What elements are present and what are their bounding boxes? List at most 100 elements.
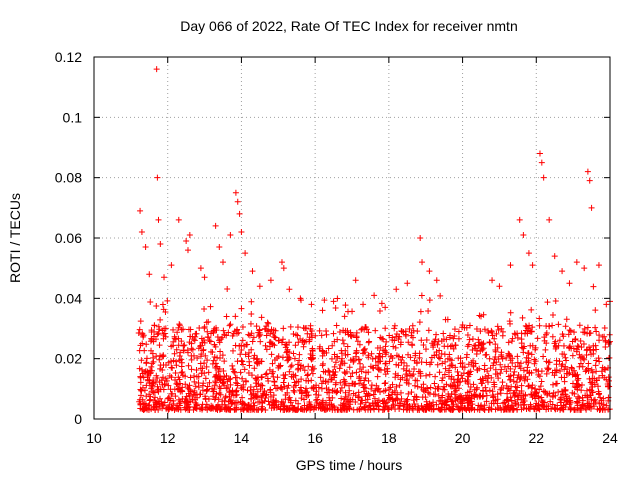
data-point (470, 357, 477, 364)
data-point (570, 345, 577, 352)
data-point (245, 331, 252, 338)
data-point (479, 341, 486, 348)
data-point (419, 259, 426, 266)
data-point (584, 168, 591, 175)
data-point (412, 377, 419, 384)
data-point (309, 347, 316, 354)
data-point (198, 404, 205, 411)
data-point (559, 361, 566, 368)
data-point (349, 370, 356, 377)
data-point (573, 259, 580, 266)
data-point (566, 280, 573, 287)
data-point (269, 360, 276, 367)
data-point (412, 352, 419, 359)
data-point (379, 406, 386, 413)
data-point (543, 370, 550, 377)
data-point (158, 377, 165, 384)
data-point (471, 392, 478, 399)
data-point (488, 327, 495, 334)
data-point (274, 354, 281, 361)
data-point (591, 381, 598, 388)
data-point (523, 327, 530, 334)
data-point (238, 305, 245, 312)
data-point (336, 365, 343, 372)
data-point (153, 303, 160, 310)
data-point (369, 355, 376, 362)
data-point (332, 359, 339, 366)
data-point (532, 358, 539, 365)
data-point (371, 387, 378, 394)
data-point (417, 308, 424, 315)
data-point (156, 395, 163, 402)
data-point (557, 399, 564, 406)
data-point (292, 406, 299, 413)
data-point (563, 397, 570, 404)
data-point (382, 304, 389, 311)
data-point (346, 404, 353, 411)
y-tick-label: 0.06 (55, 230, 82, 246)
data-point (389, 334, 396, 341)
data-point (202, 375, 209, 382)
data-point (317, 374, 324, 381)
data-point (595, 388, 602, 395)
data-point (549, 401, 556, 408)
data-point (528, 306, 535, 313)
data-point (342, 352, 349, 359)
data-point (303, 377, 310, 384)
data-point (476, 393, 483, 400)
data-point (366, 403, 373, 410)
data-point (494, 323, 501, 330)
data-point (384, 365, 391, 372)
data-point (319, 401, 326, 408)
data-point (225, 375, 232, 382)
data-point (518, 406, 525, 413)
data-point (200, 380, 207, 387)
data-point (452, 364, 459, 371)
data-point (186, 386, 193, 393)
data-point (551, 372, 558, 379)
data-point (436, 397, 443, 404)
data-point (153, 66, 160, 73)
data-point (605, 394, 612, 401)
data-point (137, 386, 144, 393)
data-point (459, 324, 466, 331)
data-point (361, 388, 368, 395)
data-point (182, 395, 189, 402)
data-point (509, 355, 516, 362)
data-point (274, 385, 281, 392)
data-point (543, 323, 550, 330)
data-point (204, 383, 211, 390)
data-point (297, 336, 304, 343)
data-point (136, 347, 143, 354)
data-point (410, 371, 417, 378)
data-point (408, 389, 415, 396)
data-point (508, 338, 515, 345)
data-point (266, 401, 273, 408)
data-point (268, 326, 275, 333)
data-point (224, 285, 231, 292)
data-point (138, 357, 145, 364)
data-point (392, 406, 399, 413)
data-point (548, 405, 555, 412)
data-point (382, 343, 389, 350)
data-point (543, 340, 550, 347)
data-point (231, 369, 238, 376)
data-point (593, 368, 600, 375)
data-point (181, 342, 188, 349)
data-point (153, 404, 160, 411)
data-point (540, 174, 547, 181)
data-point (239, 394, 246, 401)
data-point (197, 406, 204, 413)
data-point (249, 338, 256, 345)
data-point (339, 355, 346, 362)
data-point (418, 292, 425, 299)
data-point (219, 352, 226, 359)
data-point (427, 384, 434, 391)
data-point (579, 394, 586, 401)
data-point (492, 348, 499, 355)
data-point (416, 354, 423, 361)
data-point (382, 325, 389, 332)
data-point (147, 396, 154, 403)
data-point (519, 314, 526, 321)
data-point (350, 390, 357, 397)
